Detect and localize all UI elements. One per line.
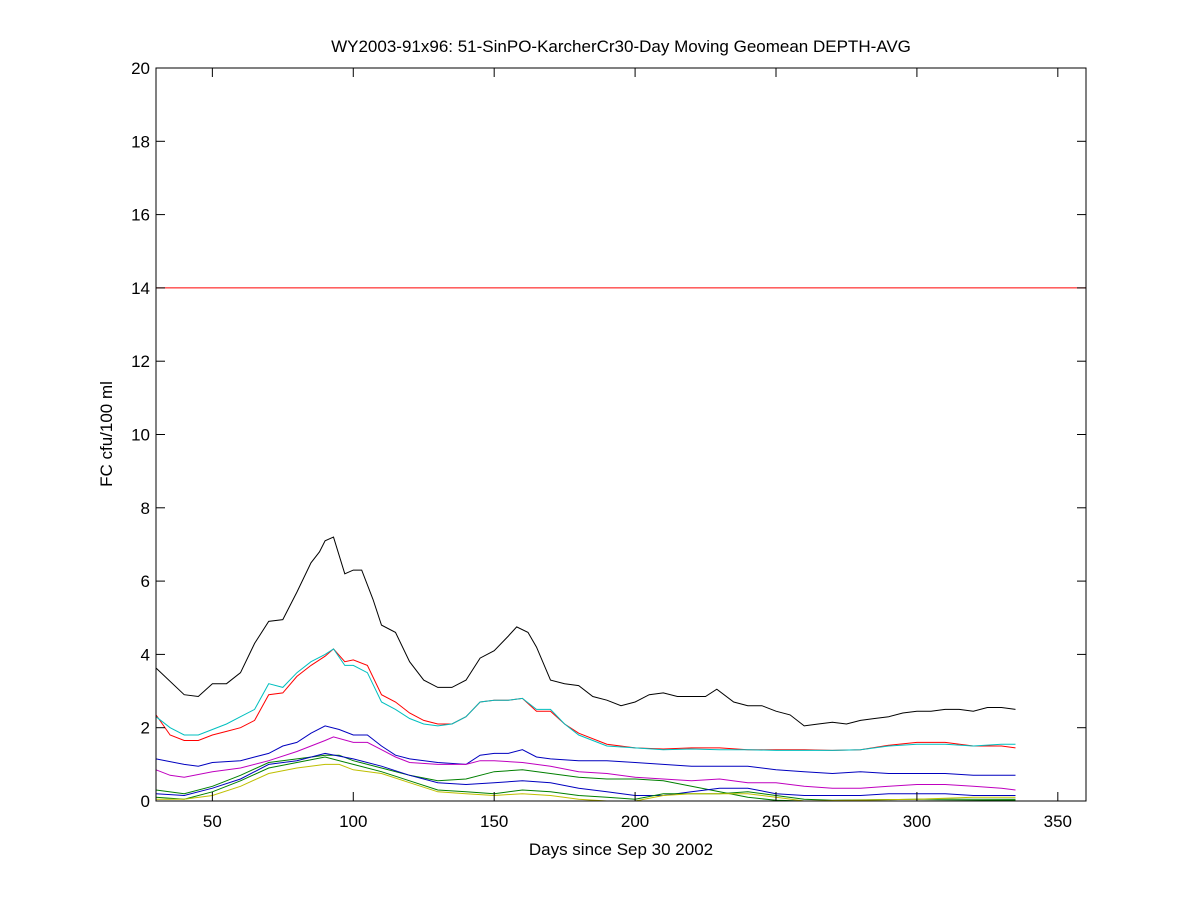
series-line-cyan xyxy=(155,648,1016,751)
series-line-green xyxy=(155,756,1016,801)
y-tick-label: 6 xyxy=(141,572,150,591)
y-tick-label: 14 xyxy=(131,279,150,298)
x-tick-label: 100 xyxy=(339,812,367,831)
series-line-yellow xyxy=(156,763,1016,802)
y-tick-label: 0 xyxy=(141,792,150,811)
y-tick-label: 10 xyxy=(131,426,150,445)
x-tick-label: 150 xyxy=(480,812,508,831)
y-tick-label: 18 xyxy=(131,132,150,151)
series-line-black xyxy=(155,536,1016,727)
x-tick-label: 350 xyxy=(1044,812,1072,831)
y-tick-label: 16 xyxy=(131,206,150,225)
series-line-magenta xyxy=(155,736,1016,791)
series-line-dark-green xyxy=(155,754,1016,802)
y-tick-label: 4 xyxy=(141,645,150,664)
x-axis-label: Days since Sep 30 2002 xyxy=(529,840,713,859)
y-tick-label: 12 xyxy=(131,352,150,371)
x-tick-label: 300 xyxy=(903,812,931,831)
x-tick-label: 50 xyxy=(203,812,222,831)
y-tick-label: 2 xyxy=(141,719,150,738)
y-axis-label: FC cfu/100 ml xyxy=(97,381,116,487)
axes-layer: 50 100 150 200 250 300 350 0 2 4 6 8 10 12 14 16 18 20 xyxy=(131,59,1087,831)
y-tick-label: 20 xyxy=(131,59,150,78)
chart-title: WY2003-91x96: 51-SinPO-KarcherCr30-Day M… xyxy=(331,37,911,56)
y-tick-label: 8 xyxy=(141,499,150,518)
series-layer xyxy=(155,287,1086,802)
series-line-blue-2 xyxy=(155,752,1016,797)
x-tick-label: 250 xyxy=(762,812,790,831)
series-line-blue xyxy=(155,725,1016,776)
x-tick-label: 200 xyxy=(621,812,649,831)
